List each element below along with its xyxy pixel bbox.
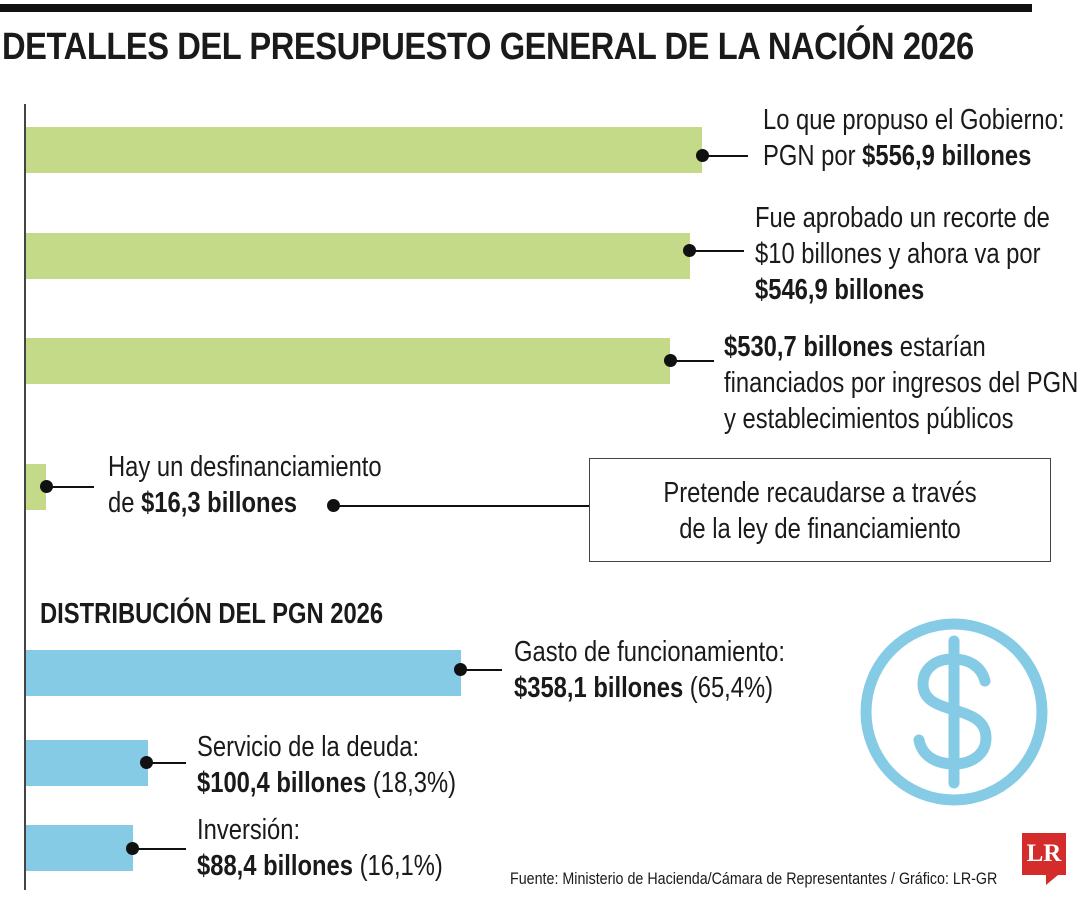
lr-logo: LR bbox=[1022, 833, 1066, 875]
label-value: $530,7 billones bbox=[724, 331, 894, 363]
source-note: Fuente: Ministerio de Hacienda/Cámara de… bbox=[510, 869, 998, 888]
lr-logo-tail bbox=[1046, 875, 1058, 885]
leader-dot bbox=[140, 756, 153, 769]
distribution-title: DISTRIBUCIÓN DEL PGN 2026 bbox=[40, 598, 384, 630]
leader-line bbox=[462, 669, 502, 671]
top-rule bbox=[0, 4, 1032, 12]
bar-inversion bbox=[26, 825, 133, 871]
label-line: $530,7 billones estarían bbox=[724, 329, 1078, 365]
label-text: estarían bbox=[893, 331, 986, 363]
label-line: $10 billones y ahora va por bbox=[755, 238, 1041, 270]
label-value: $546,9 billones bbox=[755, 274, 925, 306]
leader-line bbox=[48, 486, 94, 488]
leader-dot bbox=[696, 149, 709, 162]
label-value: $88,4 billones bbox=[197, 850, 353, 882]
bar-aprobado bbox=[26, 233, 690, 279]
leader-dot bbox=[683, 244, 696, 257]
leader-line bbox=[148, 762, 186, 764]
label-line: financiados por ingresos del PGN bbox=[724, 367, 1079, 399]
label-line: Servicio de la deuda: bbox=[197, 731, 420, 763]
bar-propuesta bbox=[26, 127, 702, 173]
leader-line bbox=[335, 505, 589, 507]
label-line: Gasto de funcionamiento: bbox=[514, 636, 785, 668]
chart-title: DETALLES DEL PRESUPUESTO GENERAL DE LA N… bbox=[2, 26, 974, 68]
label-line: Fue aprobado un recorte de bbox=[755, 202, 1050, 234]
label-deuda: Servicio de la deuda: $100,4 billones (1… bbox=[197, 729, 456, 801]
label-value: $556,9 billones bbox=[862, 140, 1032, 172]
label-value: $358,1 billones bbox=[514, 672, 684, 704]
label-line: $546,9 billones bbox=[755, 272, 1050, 308]
leader-line bbox=[672, 360, 714, 362]
label-line: Inversión: bbox=[197, 814, 301, 846]
dollar-circle-icon bbox=[860, 618, 1048, 806]
leader-dot bbox=[454, 663, 467, 676]
label-text: de bbox=[108, 487, 142, 519]
leader-line bbox=[704, 155, 748, 157]
label-line: Lo que propuso el Gobierno: bbox=[763, 104, 1065, 136]
label-value: $100,4 billones bbox=[197, 767, 367, 799]
leader-line bbox=[691, 250, 744, 252]
label-pct: (16,1%) bbox=[352, 850, 443, 882]
label-propuesta: Lo que propuso el Gobierno: PGN por $556… bbox=[763, 102, 1064, 174]
leader-dot bbox=[40, 480, 53, 493]
label-financiado: $530,7 billones estarían financiados por… bbox=[724, 329, 1078, 437]
label-line: $88,4 billones (16,1%) bbox=[197, 848, 443, 884]
label-aprobado: Fue aprobado un recorte de $10 billones … bbox=[755, 200, 1050, 308]
label-pct: (65,4%) bbox=[683, 672, 774, 704]
bar-funcionamiento bbox=[26, 650, 461, 696]
label-line: $100,4 billones (18,3%) bbox=[197, 765, 456, 801]
financing-note-box: Pretende recaudarse a través de la ley d… bbox=[589, 458, 1051, 562]
leader-dot bbox=[664, 354, 677, 367]
leader-dot bbox=[126, 842, 139, 855]
financing-note: Pretende recaudarse a través de la ley d… bbox=[631, 475, 1008, 547]
label-pct: (18,3%) bbox=[366, 767, 457, 799]
label-line: $358,1 billones (65,4%) bbox=[514, 670, 785, 706]
leader-line bbox=[134, 848, 186, 850]
baseline-axis bbox=[24, 104, 26, 890]
note-line: de la ley de financiamiento bbox=[679, 513, 961, 545]
leader-dot bbox=[327, 499, 340, 512]
bar-desfinanciamiento bbox=[26, 464, 46, 510]
bar-financiado bbox=[26, 338, 670, 384]
label-line: PGN por $556,9 billones bbox=[763, 138, 1064, 174]
label-line: y establecimientos públicos bbox=[724, 403, 1014, 435]
bar-deuda bbox=[26, 740, 148, 786]
note-line: Pretende recaudarse a través bbox=[663, 477, 977, 509]
label-desfinanciamiento: Hay un desfinanciamiento de $16,3 billon… bbox=[108, 449, 382, 521]
label-inversion: Inversión: $88,4 billones (16,1%) bbox=[197, 812, 443, 884]
label-value: $16,3 billones bbox=[141, 487, 298, 519]
label-line: de $16,3 billones bbox=[108, 485, 382, 521]
label-funcionamiento: Gasto de funcionamiento: $358,1 billones… bbox=[514, 634, 785, 706]
label-text: PGN por bbox=[763, 140, 863, 172]
label-line: Hay un desfinanciamiento bbox=[108, 451, 382, 483]
